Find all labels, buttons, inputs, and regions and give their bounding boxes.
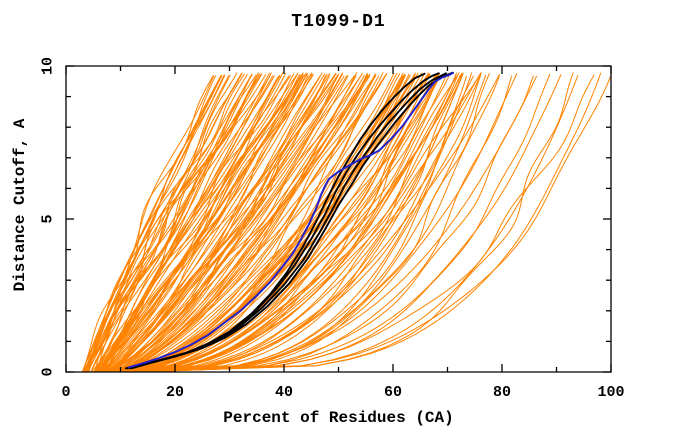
ensemble-curve [131,75,447,373]
ensemble-curve [141,75,513,373]
ensemble-curve [123,75,439,373]
ensemble-curve [119,74,365,373]
ensemble-curve [143,74,595,373]
x-tick-label: 0 [61,384,70,401]
ensemble-curve [90,72,272,373]
ensemble-curve [86,75,271,373]
x-tick-label: 80 [493,384,511,401]
ensemble-curve [132,74,442,373]
ensemble-curve [112,72,363,373]
ensemble-curve [83,74,223,373]
ensemble-curve [108,75,338,373]
ensemble-curve [129,74,562,373]
ensemble-curve [139,74,612,373]
ensemble-curve [95,73,253,373]
ensemble-curve [122,74,439,373]
chart-title: T1099-D1 [291,12,386,32]
ensemble-curve [142,73,518,373]
y-tick-label: 10 [39,57,56,75]
ensemble-curve [123,72,451,373]
ensemble-curve [106,72,323,373]
ensemble-curve [101,73,295,373]
ensemble-curve [116,73,343,373]
x-tick-label: 20 [166,384,184,401]
ensemble-curve [132,75,437,373]
ensemble-curve [101,75,281,373]
ensemble-curve [122,72,482,373]
ensemble-curve [132,73,551,373]
ensemble-curve [134,72,457,373]
highlighted-model-blue [127,72,454,369]
ensemble-curve [81,75,226,373]
ensemble-curve [101,72,330,373]
ensemble-curve [109,72,344,373]
ensemble-curve [108,74,369,373]
ensemble-curve [81,75,214,373]
x-tick-label: 100 [597,384,624,401]
ensemble-curve [128,72,473,373]
ensemble-curve [116,73,388,373]
ensemble-curve [124,75,534,373]
ensemble-curve [92,75,279,373]
ensemble-curve [123,73,482,373]
x-tick-label: 60 [384,384,402,401]
ensemble-curve [105,75,348,373]
ensemble-curve [98,75,252,373]
ensemble-curve [90,73,261,373]
ensemble-curve [133,75,500,373]
ensemble-curve [131,75,474,373]
x-axis-label: Percent of Residues (CA) [223,409,454,427]
ensemble-curve [122,73,387,373]
ensemble-curve [102,72,304,373]
ensemble-curve [85,73,245,373]
ensemble-curve [118,74,387,373]
ensemble-curve [125,72,463,373]
ensemble-curve [128,73,440,373]
ensemble-curve [132,72,574,373]
ensemble-curve [104,75,345,373]
ensemble-curve [114,73,395,373]
x-tick-label: 40 [275,384,293,401]
ensemble-curve [142,75,579,373]
ensemble-curve [104,73,337,373]
ensemble-curve [123,72,460,373]
ensemble-curve [85,72,238,373]
ensemble-curve [95,72,307,373]
y-tick-label: 0 [39,367,56,376]
ensemble-curve [138,74,500,373]
ensemble-curve [124,72,464,373]
ensemble-curve [115,72,384,373]
y-tick-label: 5 [39,214,56,223]
ensemble-curve [85,74,225,373]
highlighted-model-black-4 [130,71,454,370]
ensemble-curve [132,72,602,373]
ensemble-curve [90,74,262,373]
ensemble-curve [129,74,461,373]
ensemble-curve [116,73,337,373]
ensemble-curve [116,75,349,373]
ensemble-curve [107,74,301,373]
ensemble-curve [108,72,358,373]
ensemble-curve [134,72,482,373]
ensemble-curve [128,74,487,373]
